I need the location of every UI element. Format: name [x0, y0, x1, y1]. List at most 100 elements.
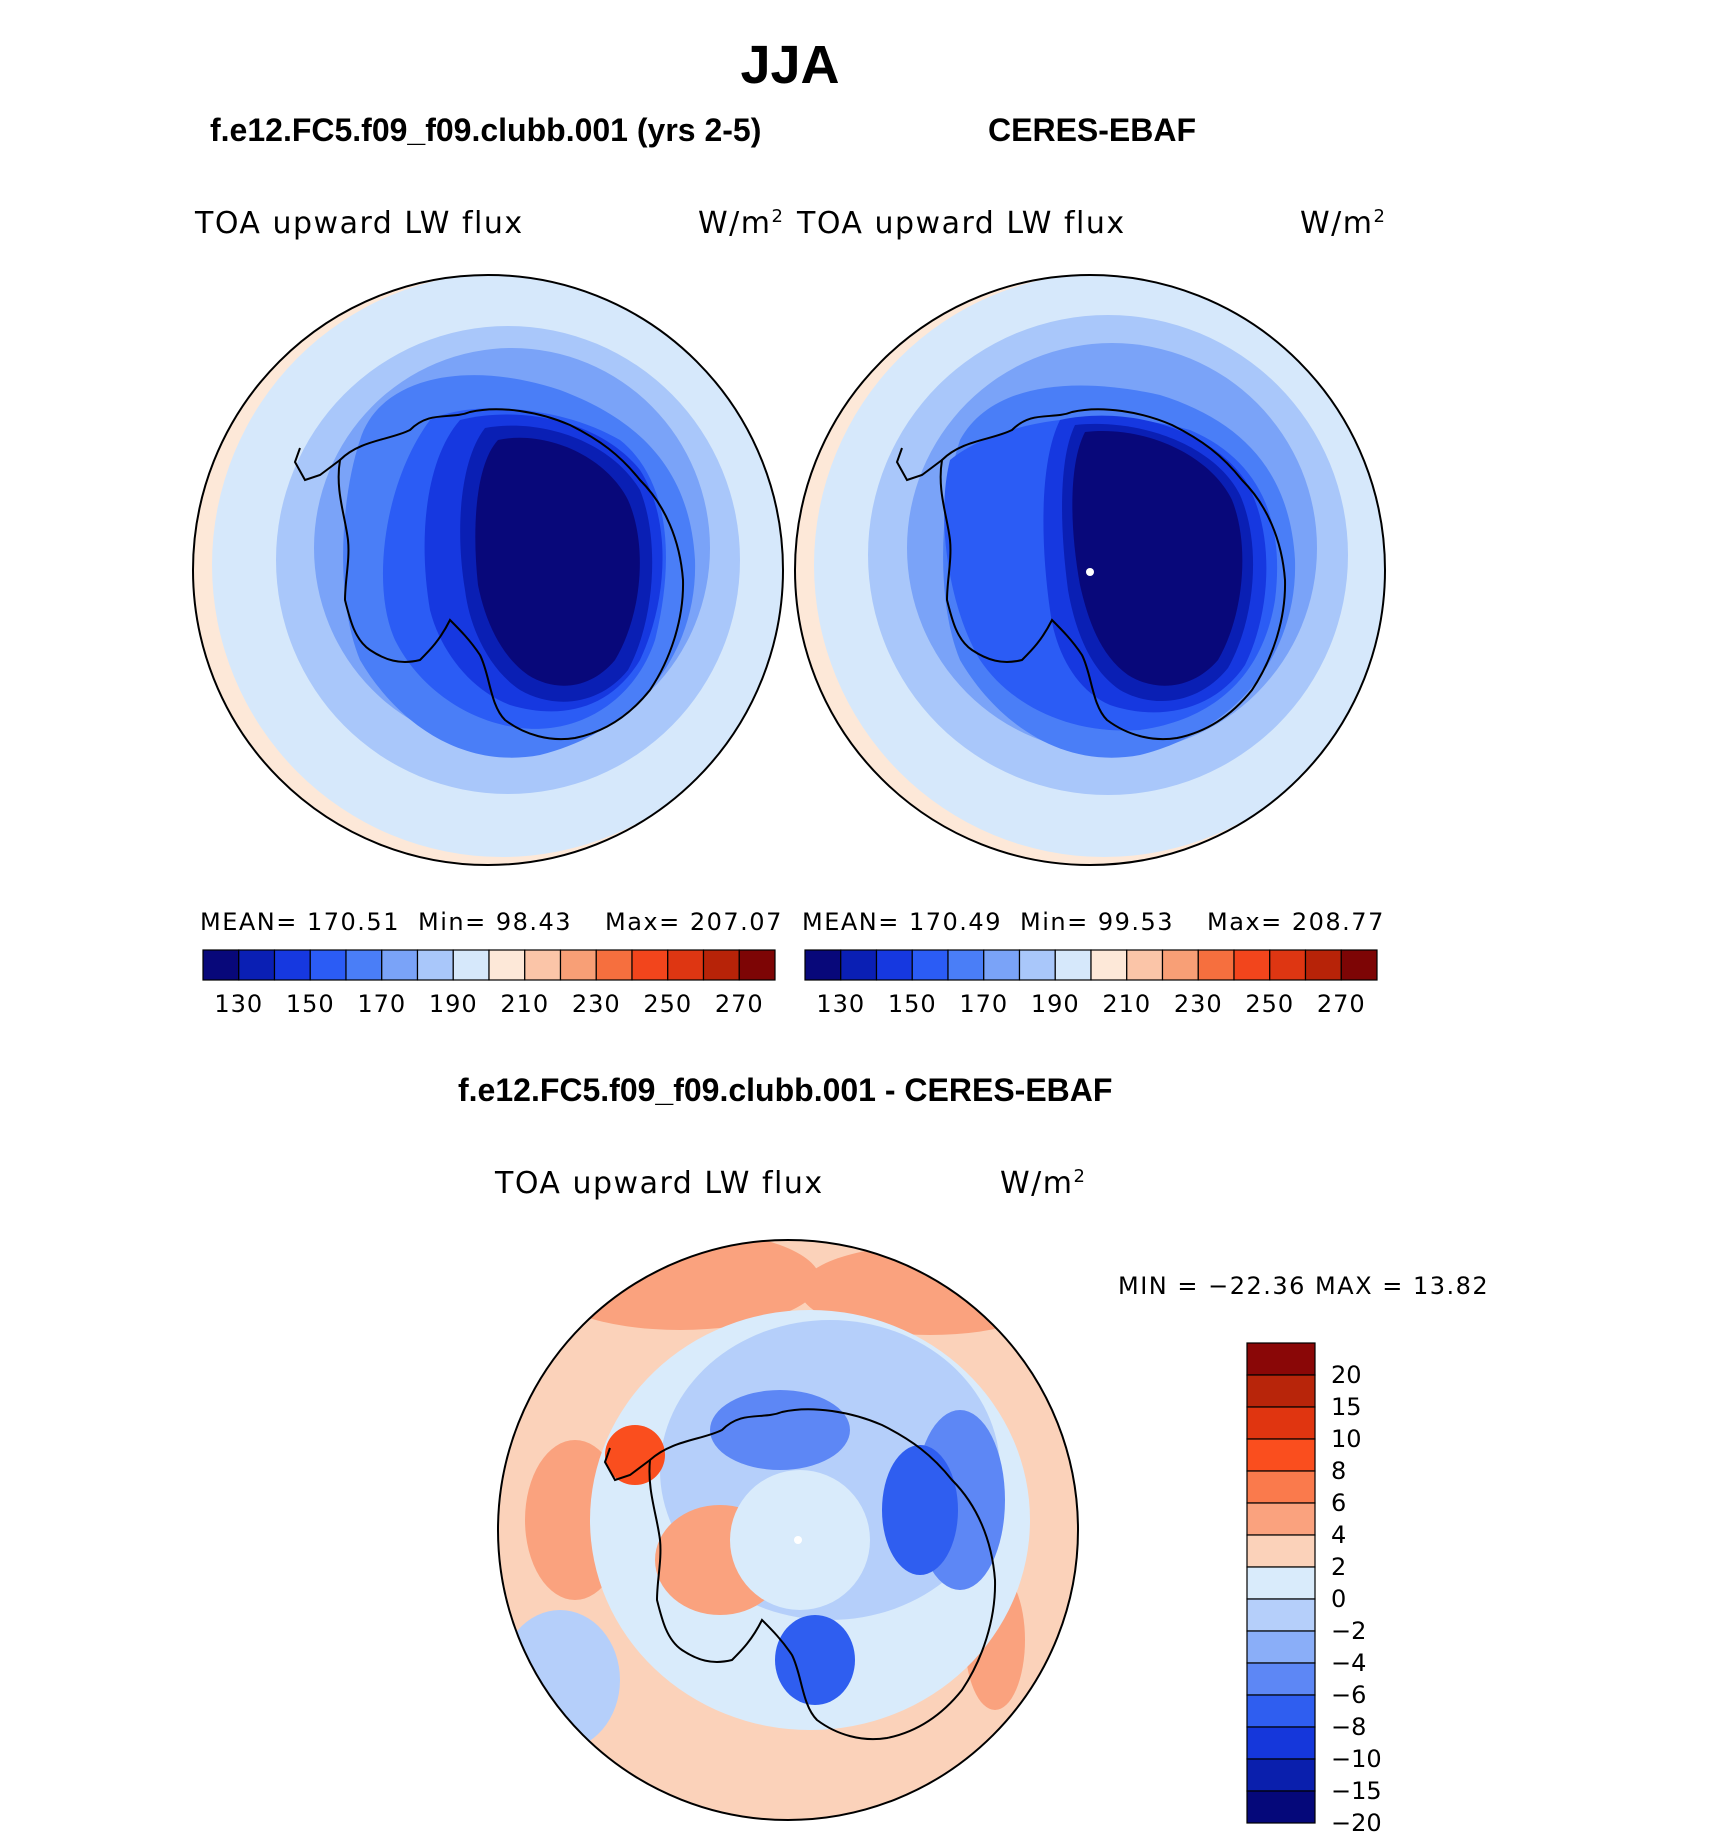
- colorbar-tick-label: 150: [286, 990, 335, 1018]
- colorbar-cell: [1246, 1758, 1316, 1792]
- colorbar-cell: [273, 949, 311, 981]
- colorbar-tick-label: 170: [357, 990, 406, 1018]
- colorbar-cell: [1246, 1438, 1316, 1472]
- colorbar-cell: [1340, 949, 1378, 981]
- panel1-case-title: f.e12.FC5.f09_f09.clubb.001 (yrs 2-5): [210, 112, 762, 148]
- panel1-colorbar: 130 150 170 190 210 230 250 270: [202, 949, 776, 1018]
- colorbar-cell: [1269, 949, 1307, 981]
- colorbar-tick-label: −20: [1331, 1809, 1382, 1837]
- colorbar-tick-label: 130: [816, 990, 865, 1018]
- colorbar-tick-label: 170: [959, 990, 1008, 1018]
- colorbar-tick-label: 230: [572, 990, 621, 1018]
- panel3-units-label: W/m2: [1000, 1166, 1087, 1201]
- colorbar-cell: [345, 949, 383, 981]
- colorbar-cell: [1246, 1502, 1316, 1536]
- colorbar-cell: [1246, 1342, 1316, 1376]
- panel2-units-label: W/m2: [1300, 206, 1387, 241]
- colorbar-cell: [947, 949, 985, 981]
- panel3-variable-label: TOA upward LW flux: [495, 1166, 824, 1201]
- colorbar-tick-label: 8: [1331, 1457, 1346, 1485]
- colorbar-cell: [1090, 949, 1128, 981]
- colorbar-tick-label: 130: [214, 990, 263, 1018]
- colorbar-tick-label: 190: [1031, 990, 1080, 1018]
- colorbar-tick-label: 20: [1331, 1361, 1362, 1389]
- colorbar-cell: [702, 949, 740, 981]
- colorbar-tick-label: 6: [1331, 1489, 1346, 1517]
- panel1-variable-label: TOA upward LW flux: [195, 206, 524, 241]
- colorbar-tick-label: 210: [500, 990, 549, 1018]
- colorbar-cell: [631, 949, 669, 981]
- colorbar-cell: [416, 949, 454, 981]
- panel2-max-stat: Max= 208.77: [1207, 908, 1385, 936]
- colorbar-tick-label: 150: [888, 990, 937, 1018]
- colorbar-cell: [1246, 1726, 1316, 1760]
- colorbar-tick-label: 270: [715, 990, 764, 1018]
- colorbar-cell: [1161, 949, 1199, 981]
- colorbar-cell: [1246, 1406, 1316, 1440]
- colorbar-cell: [595, 949, 633, 981]
- colorbar-cell: [983, 949, 1021, 981]
- colorbar-cell: [1018, 949, 1056, 981]
- colorbar-tick-label: 4: [1331, 1521, 1346, 1549]
- colorbar-tick-label: 210: [1102, 990, 1151, 1018]
- panel1-units-label: W/m2: [698, 206, 785, 241]
- colorbar-tick-label: 250: [1245, 990, 1294, 1018]
- panel3-case-title: f.e12.FC5.f09_f09.clubb.001 - CERES-EBAF: [458, 1072, 1113, 1108]
- colorbar-cell: [1126, 949, 1164, 981]
- colorbar-cell: [238, 949, 276, 981]
- colorbar-cell: [452, 949, 490, 981]
- colorbar-cell: [738, 949, 776, 981]
- panel3-minmax-stat: MIN = −22.36 MAX = 13.82: [1118, 1272, 1490, 1300]
- panel1-max-stat: Max= 207.07: [605, 908, 783, 936]
- colorbar-cell: [524, 949, 562, 981]
- colorbar-cell: [875, 949, 913, 981]
- colorbar-tick-label: −15: [1331, 1777, 1382, 1805]
- panel3-map: [497, 1239, 1079, 1821]
- figure-title: JJA: [740, 35, 840, 95]
- colorbar-cell: [1233, 949, 1271, 981]
- colorbar-cell: [1054, 949, 1092, 981]
- colorbar-cell: [1246, 1630, 1316, 1664]
- colorbar-cell: [804, 949, 842, 981]
- colorbar-tick-label: −2: [1331, 1617, 1366, 1645]
- colorbar-cell: [381, 949, 419, 981]
- colorbar-cell: [1246, 1374, 1316, 1408]
- colorbar-cell: [1246, 1694, 1316, 1728]
- colorbar-tick-label: 10: [1331, 1425, 1362, 1453]
- panel2-min-stat: Min= 99.53: [1020, 908, 1175, 936]
- colorbar-cell: [1246, 1662, 1316, 1696]
- panel2-mean-stat: MEAN= 170.49: [802, 908, 1002, 936]
- panel1-mean-stat: MEAN= 170.51: [200, 908, 400, 936]
- panel2-variable-label: TOA upward LW flux: [797, 206, 1126, 241]
- colorbar-cell: [202, 949, 240, 981]
- colorbar-tick-label: 270: [1317, 990, 1366, 1018]
- colorbar-tick-label: −4: [1331, 1649, 1366, 1677]
- colorbar-tick-label: 15: [1331, 1393, 1362, 1421]
- colorbar-cell: [1246, 1598, 1316, 1632]
- colorbar-cell: [309, 949, 347, 981]
- colorbar-cell: [488, 949, 526, 981]
- colorbar-cell: [1246, 1790, 1316, 1824]
- colorbar-tick-label: 250: [643, 990, 692, 1018]
- colorbar-cell: [667, 949, 705, 981]
- colorbar-cell: [1246, 1566, 1316, 1600]
- panel2-case-title: CERES-EBAF: [988, 112, 1197, 148]
- colorbar-cell: [1246, 1534, 1316, 1568]
- panel1-min-stat: Min= 98.43: [418, 908, 573, 936]
- colorbar-tick-label: 230: [1174, 990, 1223, 1018]
- colorbar-cell: [1197, 949, 1235, 981]
- colorbar-cell: [1304, 949, 1342, 981]
- colorbar-tick-label: 190: [429, 990, 478, 1018]
- panel2-colorbar: 130 150 170 190 210 230 250 270: [804, 949, 1378, 1018]
- colorbar-tick-label: −6: [1331, 1681, 1366, 1709]
- colorbar-tick-label: −8: [1331, 1713, 1366, 1741]
- colorbar-cell: [911, 949, 949, 981]
- colorbar-tick-label: −10: [1331, 1745, 1382, 1773]
- colorbar-cell: [840, 949, 878, 981]
- panel2-map: [794, 274, 1386, 866]
- panel1-map: [192, 274, 784, 866]
- colorbar-cell: [1246, 1470, 1316, 1504]
- colorbar-tick-label: 2: [1331, 1553, 1346, 1581]
